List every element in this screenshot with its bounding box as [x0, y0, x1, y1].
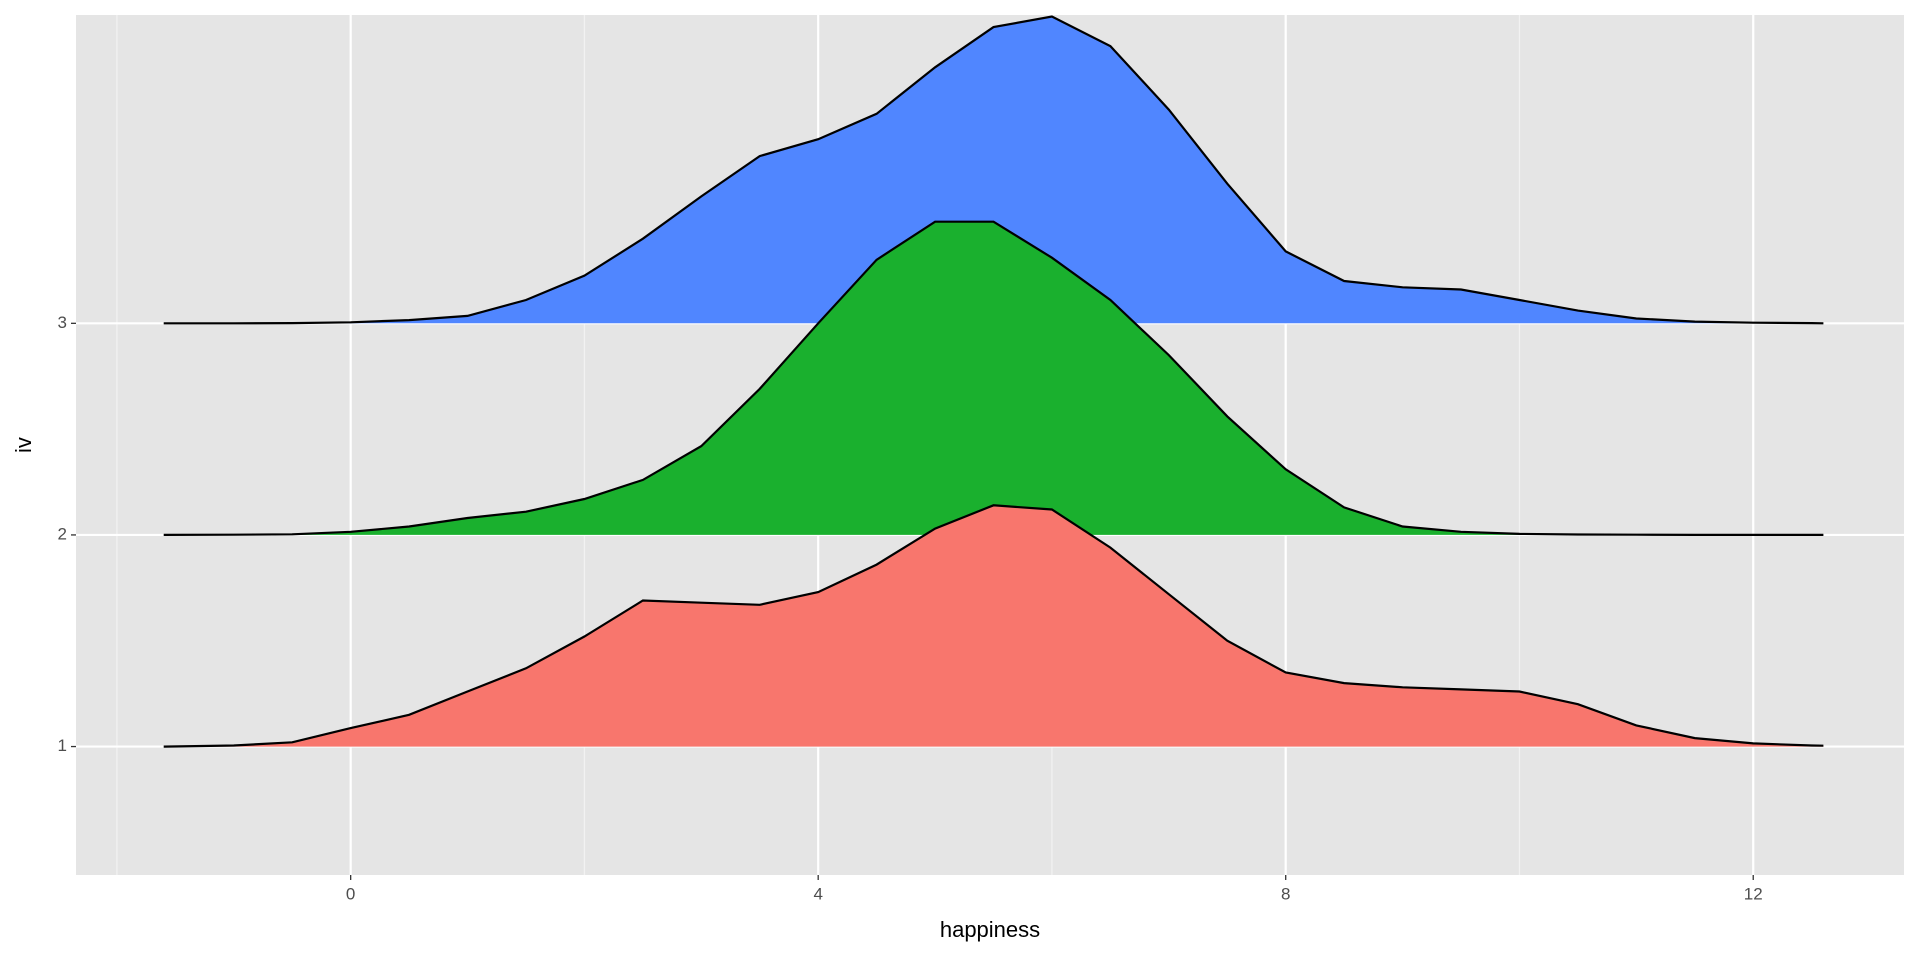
x-axis-title: happiness	[940, 917, 1040, 942]
y-axis-title: iv	[11, 437, 36, 453]
x-tick-label: 8	[1281, 884, 1290, 903]
y-tick-label: 2	[58, 524, 67, 543]
ridge-area	[163, 16, 1824, 324]
x-tick-label: 0	[346, 884, 355, 903]
x-tick-label: 4	[813, 884, 822, 903]
x-tick-label: 12	[1744, 884, 1763, 903]
y-tick-label: 3	[58, 313, 67, 332]
ridge-area	[163, 505, 1824, 747]
ridge-line	[163, 504, 1824, 748]
y-tick-label: 1	[58, 736, 67, 755]
ridge-line	[163, 220, 1824, 536]
ridge-area	[163, 221, 1824, 535]
ridge-line	[163, 15, 1824, 325]
